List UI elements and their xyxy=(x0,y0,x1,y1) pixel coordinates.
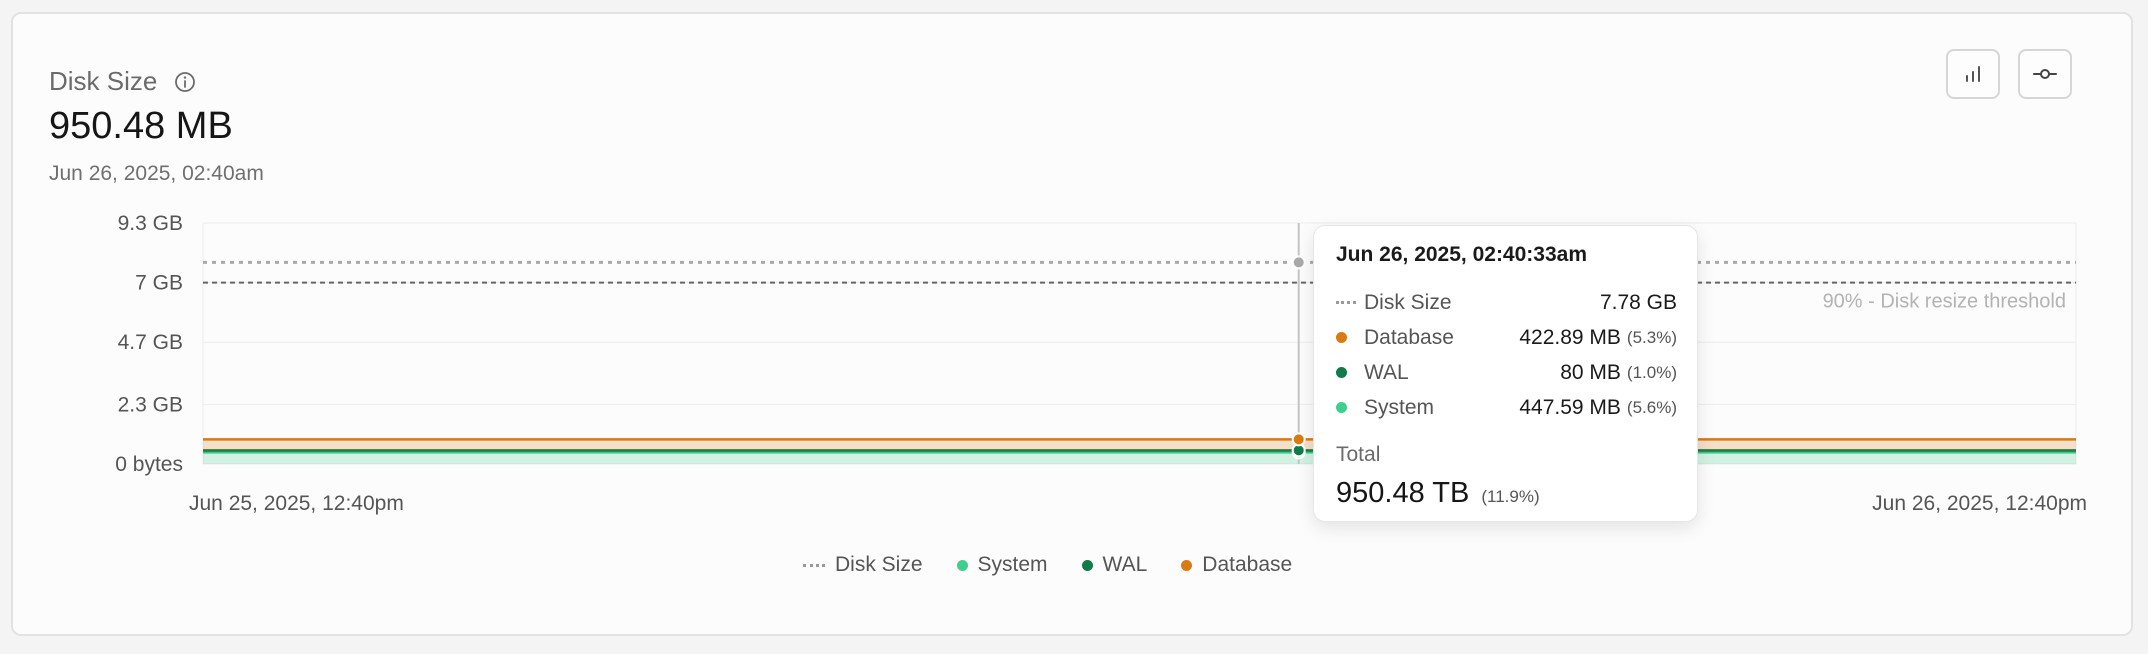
dot-marker-icon xyxy=(1336,402,1347,413)
tooltip-row-database: Database 422.89 MB (5.3%) xyxy=(1336,320,1677,355)
tooltip-series-percent: (5.3%) xyxy=(1627,328,1677,348)
tooltip-total: 950.48 TB (11.9%) xyxy=(1336,477,1677,510)
tooltip-series-value: 422.89 MB xyxy=(1519,326,1621,350)
tooltip-total-percent: (11.9%) xyxy=(1481,487,1539,506)
hover-marker xyxy=(1293,223,1305,464)
tooltip-series-percent: (5.6%) xyxy=(1627,398,1677,418)
legend: Disk Size System WAL Database xyxy=(803,553,1292,577)
y-tick-label: 4.7 GB xyxy=(118,331,183,354)
tooltip-series-value: 80 MB xyxy=(1560,361,1621,385)
dot-marker-icon xyxy=(1336,367,1347,378)
legend-label: Disk Size xyxy=(835,553,923,577)
dash-marker-icon xyxy=(803,564,825,567)
hover-point-database xyxy=(1293,433,1305,445)
tooltip-series-value: 447.59 MB xyxy=(1519,396,1621,420)
y-tick-label: 0 bytes xyxy=(115,453,183,476)
legend-item-database[interactable]: Database xyxy=(1181,553,1292,577)
tooltip-series-name: Database xyxy=(1364,326,1519,350)
stacked-areas xyxy=(203,439,2076,464)
dot-marker-icon xyxy=(1336,332,1347,343)
legend-item-wal[interactable]: WAL xyxy=(1082,553,1148,577)
tooltip-series-name: System xyxy=(1364,396,1519,420)
legend-label: Database xyxy=(1202,553,1292,577)
tooltip-total-label: Total xyxy=(1336,443,1677,467)
tooltip-row-system: System 447.59 MB (5.6%) xyxy=(1336,390,1677,425)
tooltip-row-disk-size: Disk Size 7.78 GB xyxy=(1336,285,1677,320)
reference-lines: 90% - Disk resize threshold xyxy=(203,262,2076,312)
y-tick-label: 7 GB xyxy=(135,272,183,295)
y-tick-label: 9.3 GB xyxy=(118,212,183,235)
legend-label: System xyxy=(978,553,1048,577)
x-axis-ticks: Jun 25, 2025, 12:40pm Jun 26, 2025, 12:40… xyxy=(189,492,2087,515)
dot-marker-icon xyxy=(1181,560,1192,571)
threshold-label: 90% - Disk resize threshold xyxy=(1823,291,2066,313)
x-tick-label: Jun 26, 2025, 12:40pm xyxy=(1872,492,2087,515)
dash-marker-icon xyxy=(1336,301,1356,304)
tooltip-series-value: 7.78 GB xyxy=(1600,291,1677,315)
legend-item-disk-size[interactable]: Disk Size xyxy=(803,553,923,577)
x-tick-label: Jun 25, 2025, 12:40pm xyxy=(189,492,404,515)
legend-label: WAL xyxy=(1103,553,1148,577)
legend-item-system[interactable]: System xyxy=(957,553,1048,577)
hover-point-disk-size xyxy=(1293,256,1305,268)
dot-marker-icon xyxy=(1082,560,1093,571)
dot-marker-icon xyxy=(957,560,968,571)
tooltip-series-percent: (1.0%) xyxy=(1627,363,1677,383)
y-axis-ticks: 9.3 GB 7 GB 4.7 GB 2.3 GB 0 bytes xyxy=(115,212,183,476)
tooltip-total-value: 950.48 TB xyxy=(1336,477,1469,509)
grid xyxy=(203,223,2076,464)
tooltip-row-wal: WAL 80 MB (1.0%) xyxy=(1336,355,1677,390)
area-system xyxy=(203,452,2076,464)
tooltip-time: Jun 26, 2025, 02:40:33am xyxy=(1336,243,1677,267)
chart-tooltip: Jun 26, 2025, 02:40:33am Disk Size 7.78 … xyxy=(1313,225,1698,522)
area-database xyxy=(203,439,2076,450)
y-tick-label: 2.3 GB xyxy=(118,393,183,416)
tooltip-series-name: Disk Size xyxy=(1364,291,1600,315)
tooltip-series-name: WAL xyxy=(1364,361,1560,385)
